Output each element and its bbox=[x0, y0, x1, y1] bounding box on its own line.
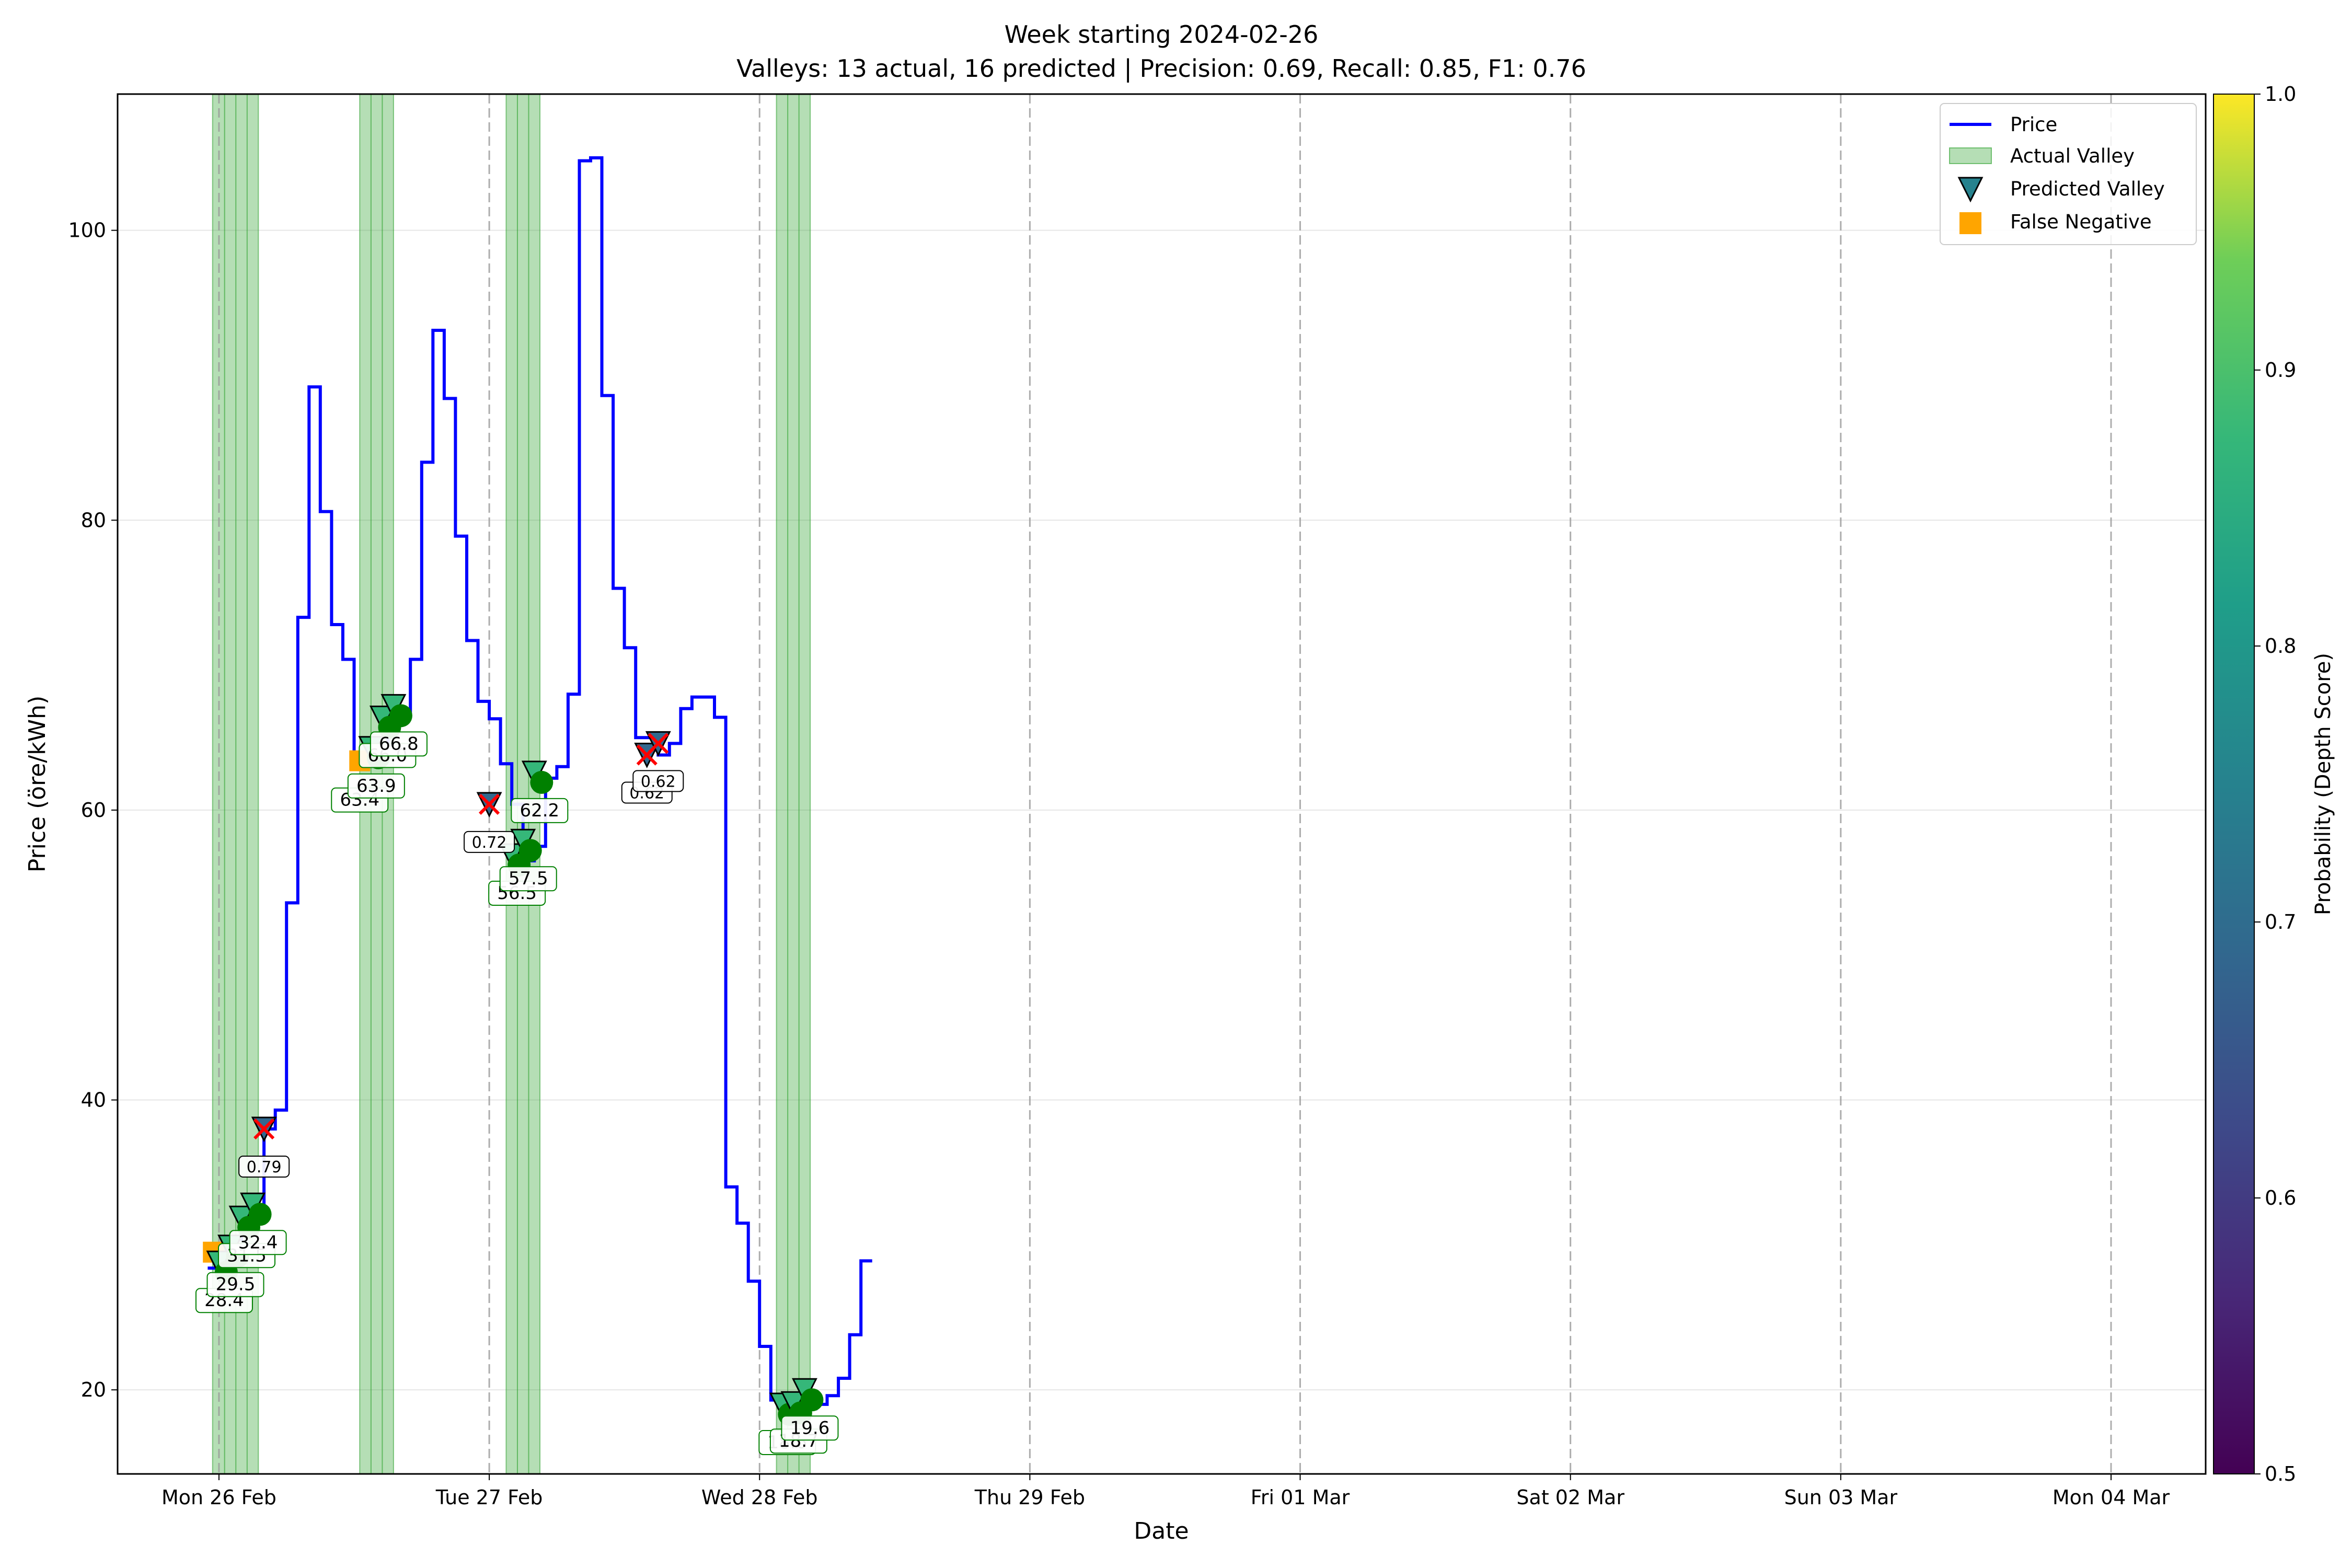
true-positive-label-box bbox=[781, 1415, 839, 1441]
x-tick-label: Tue 27 Feb bbox=[435, 1486, 543, 1509]
plot-frame bbox=[117, 93, 2207, 1475]
true-positive-label-box bbox=[499, 866, 557, 892]
x-tick-label: Sat 02 Mar bbox=[1516, 1486, 1624, 1509]
legend-price-label: Price bbox=[2010, 113, 2057, 136]
legend-fn-swatch bbox=[1959, 212, 1981, 234]
legend-predicted-label: Predicted Valley bbox=[2010, 178, 2165, 200]
day-divider-lines bbox=[218, 94, 2112, 1474]
colorbar: 0.5 0.6 0.7 0.8 0.9 1.0 Probability (Depth Sc… bbox=[2213, 83, 2335, 1485]
true-positive-marker bbox=[530, 770, 554, 794]
grid-lines bbox=[118, 229, 2206, 1391]
chart-subtitle: Valleys: 13 actual, 16 predicted | Preci… bbox=[736, 54, 1586, 83]
false-positive-label: 0.72 bbox=[472, 834, 507, 852]
colorbar-gradient bbox=[2213, 94, 2255, 1474]
y-axis-ticks: 20 40 60 80 100 bbox=[68, 219, 118, 1401]
true-positive-marker bbox=[248, 1203, 272, 1226]
true-positive-label-box bbox=[347, 773, 405, 799]
false-positive-label: 0.79 bbox=[247, 1158, 282, 1177]
colorbar-tick-label: 1.0 bbox=[2265, 83, 2296, 106]
false-positive-label-box bbox=[238, 1156, 290, 1178]
false-positive-label: 0.62 bbox=[641, 773, 676, 791]
false-positive-marker bbox=[478, 793, 500, 815]
true-positive-label: 62.2 bbox=[520, 800, 559, 821]
true-positive-marker bbox=[389, 704, 412, 728]
legend: Price Actual Valley Predicted Valley Fal… bbox=[1940, 103, 2197, 245]
x-tick-label: Mon 04 Mar bbox=[2053, 1486, 2170, 1509]
y-tick-label: 20 bbox=[81, 1378, 106, 1401]
legend-predicted-swatch bbox=[1957, 177, 1984, 203]
colorbar-tick-label: 0.7 bbox=[2265, 910, 2296, 933]
true-positive-label: 32.4 bbox=[238, 1232, 278, 1253]
true-positive-label-box bbox=[229, 1230, 287, 1255]
y-tick-label: 80 bbox=[81, 509, 106, 532]
true-positive-label: 63.9 bbox=[356, 776, 396, 797]
false-positive-label-box bbox=[632, 770, 684, 792]
plot-area: 63.428.429.531.532.463.966.066.856.557.5… bbox=[68, 93, 2207, 1509]
false-positive-marker bbox=[253, 1118, 275, 1140]
x-tick-label: Mon 26 Feb bbox=[162, 1486, 276, 1509]
x-axis-label: Date bbox=[1134, 1518, 1189, 1544]
y-axis-label: Price (öre/kWh) bbox=[24, 696, 51, 872]
y-tick-label: 60 bbox=[81, 799, 106, 822]
colorbar-ticks: 0.5 0.6 0.7 0.8 0.9 1.0 bbox=[2254, 83, 2296, 1485]
x-tick-label: Fri 01 Mar bbox=[1251, 1486, 1350, 1509]
y-tick-label: 40 bbox=[81, 1089, 106, 1112]
true-positive-label: 66.8 bbox=[379, 733, 419, 754]
y-tick-label: 100 bbox=[68, 219, 106, 242]
x-tick-label: Wed 28 Feb bbox=[701, 1486, 818, 1509]
chart-title: Week starting 2024-02-26 bbox=[1005, 20, 1319, 49]
true-positive-label: 57.5 bbox=[509, 868, 548, 889]
colorbar-tick-label: 0.5 bbox=[2265, 1462, 2296, 1485]
legend-fn-label: False Negative bbox=[2010, 211, 2152, 233]
colorbar-label: Probability (Depth Score) bbox=[2311, 653, 2335, 915]
true-positive-label-box bbox=[206, 1272, 264, 1297]
legend-frame bbox=[1940, 103, 2197, 245]
colorbar-tick-label: 0.6 bbox=[2265, 1186, 2296, 1209]
true-positive-label: 29.5 bbox=[216, 1274, 256, 1295]
true-positive-label-box bbox=[511, 798, 569, 823]
true-positive-marker bbox=[518, 839, 542, 862]
true-positive-label-box bbox=[370, 731, 428, 757]
valley-annotations: 63.428.429.531.532.463.966.066.856.557.5… bbox=[195, 731, 839, 1455]
x-axis-ticks: Mon 26 Feb Tue 27 Feb Wed 28 Feb Thu 29 Feb… bbox=[162, 1474, 2170, 1509]
actual-valley-band bbox=[776, 94, 811, 1474]
colorbar-tick-label: 0.8 bbox=[2265, 635, 2296, 658]
false-positive-marker bbox=[648, 733, 669, 754]
true-positive-label: 19.6 bbox=[790, 1417, 830, 1438]
colorbar-tick-label: 0.9 bbox=[2265, 359, 2296, 382]
false-positive-label-box bbox=[464, 831, 515, 853]
true-positive-marker bbox=[800, 1388, 824, 1412]
legend-actual-label: Actual Valley bbox=[2010, 145, 2135, 167]
x-tick-label: Sun 03 Mar bbox=[1784, 1486, 1898, 1509]
x-tick-label: Thu 29 Feb bbox=[974, 1486, 1085, 1509]
legend-actual-swatch bbox=[1949, 147, 1992, 164]
